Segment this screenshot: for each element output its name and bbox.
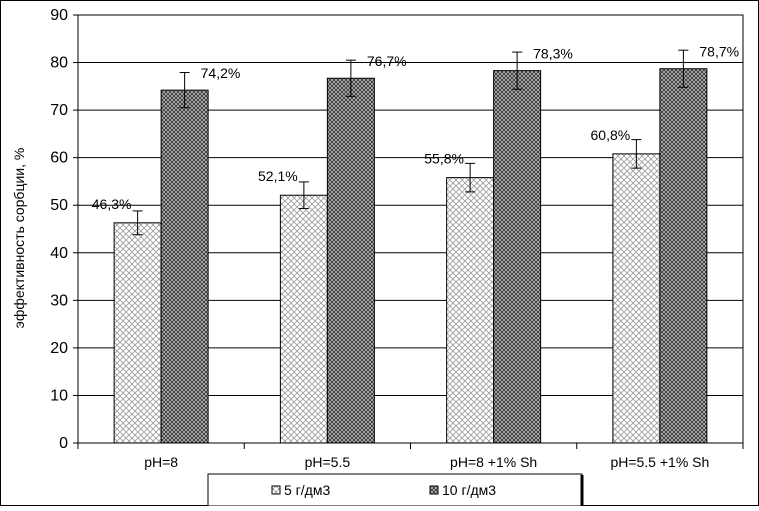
data-label: 52,1%: [258, 168, 298, 184]
y-tick-label: 70: [50, 102, 68, 119]
bar-series-2: [493, 70, 542, 444]
legend-swatch: [429, 485, 439, 495]
bar-series-2: [326, 77, 375, 444]
y-axis-title: эффективность сорбции, %: [11, 148, 27, 329]
data-label: 46,3%: [92, 196, 132, 212]
legend-label: 10 г/дм3: [442, 482, 496, 498]
y-tick-label: 0: [59, 435, 68, 452]
legend-box: [207, 473, 583, 507]
data-label: 76,7%: [367, 53, 407, 69]
bar-series-1: [612, 153, 661, 444]
bar-series-2: [659, 68, 708, 444]
y-tick-label: 60: [50, 150, 68, 167]
x-tick-label: pH=5.5 +1% Sh: [610, 454, 709, 470]
y-tick-label: 20: [50, 340, 68, 357]
data-label: 74,2%: [201, 65, 241, 81]
y-tick-label: 80: [50, 55, 68, 72]
y-tick-label: 40: [50, 245, 68, 262]
y-tick-label: 10: [50, 387, 68, 404]
data-label: 78,7%: [699, 44, 739, 60]
data-label: 60,8%: [591, 127, 631, 143]
x-tick-label: pH=5.5: [305, 454, 351, 470]
y-tick-label: 30: [50, 292, 68, 309]
x-tick-label: pH=8 +1% Sh: [450, 454, 537, 470]
bar-series-2: [160, 89, 209, 444]
bar-series-1: [279, 194, 328, 444]
y-tick-label: 50: [50, 197, 68, 214]
data-label: 55,8%: [424, 151, 464, 167]
bar-series-1: [446, 177, 495, 444]
legend-label: 5 г/дм3: [284, 482, 330, 498]
data-label: 78,3%: [533, 46, 573, 62]
bar-series-1: [113, 222, 162, 444]
y-tick-label: 90: [50, 7, 68, 24]
legend-swatch: [271, 485, 281, 495]
x-tick-label: pH=8: [144, 454, 178, 470]
